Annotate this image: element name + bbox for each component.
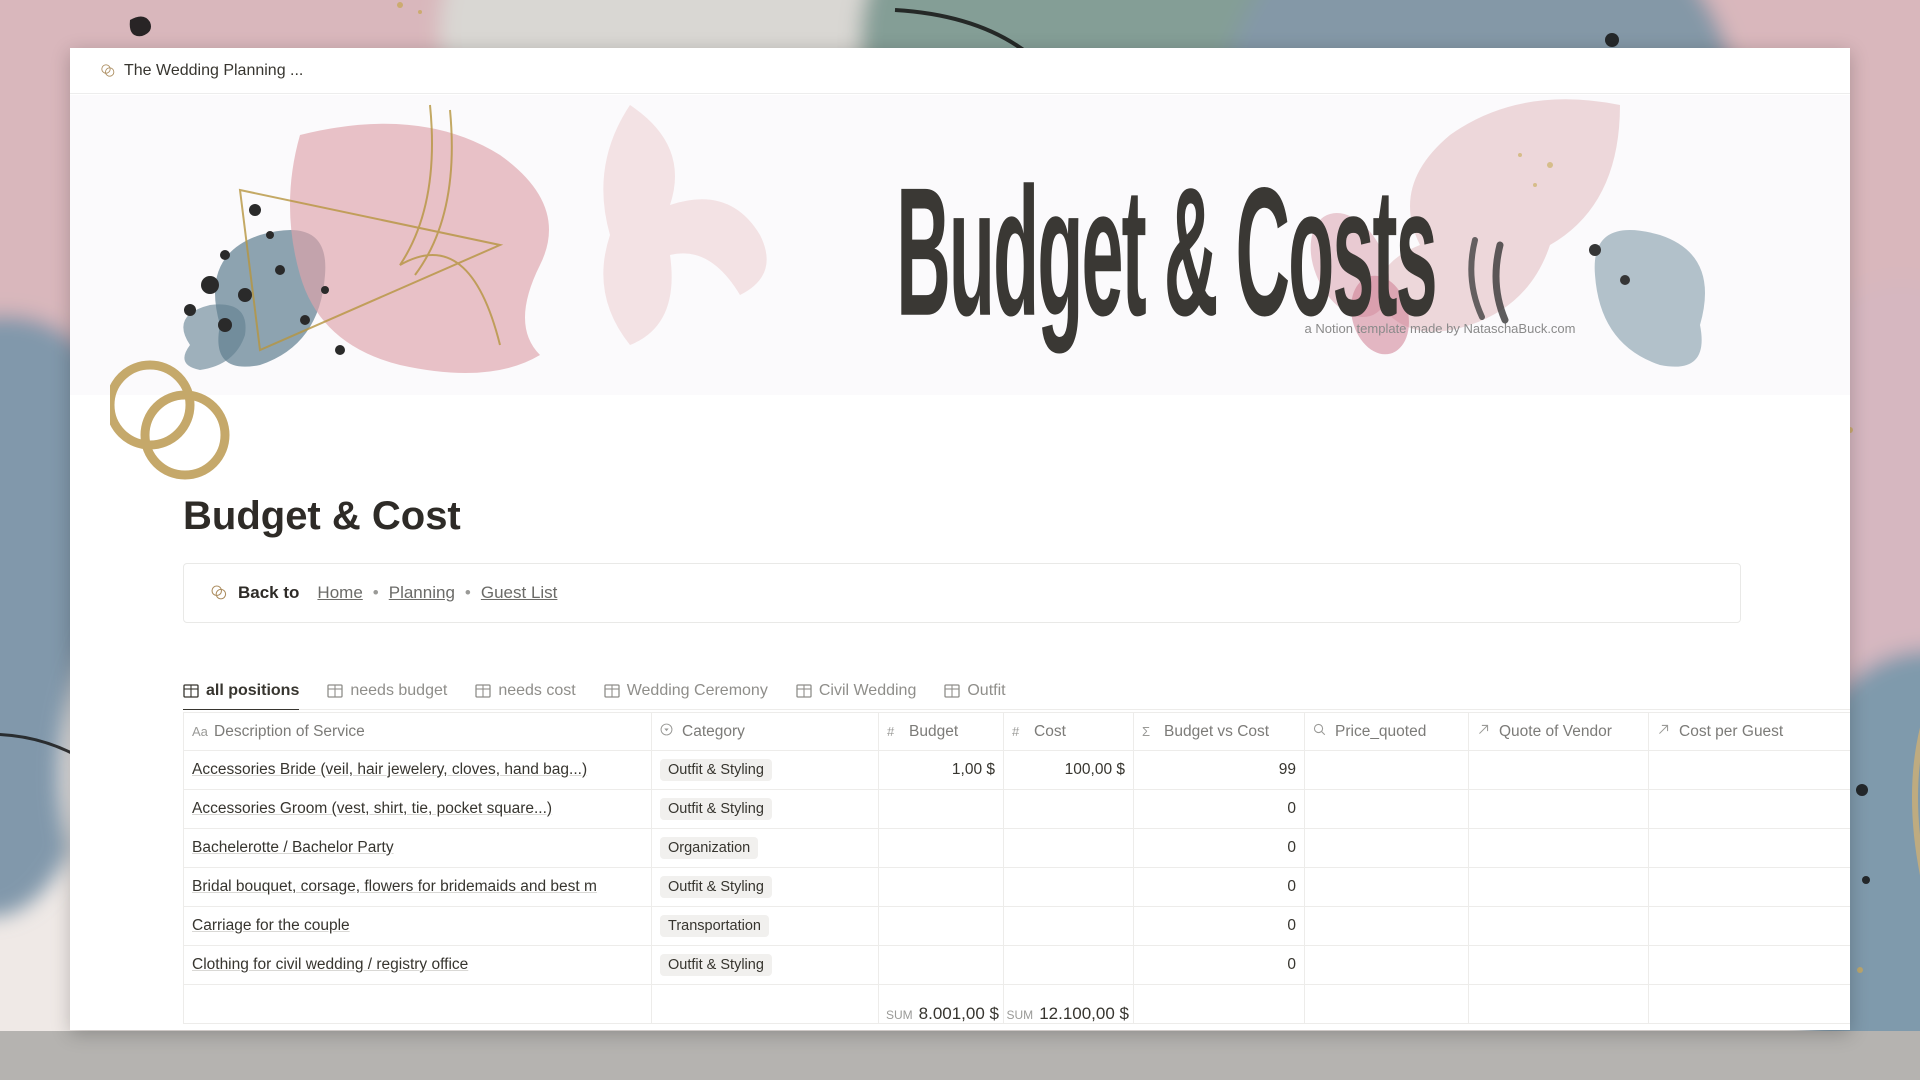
svg-text:a Notion template made by Nata: a Notion template made by NataschaBuck.c…	[1305, 321, 1576, 336]
